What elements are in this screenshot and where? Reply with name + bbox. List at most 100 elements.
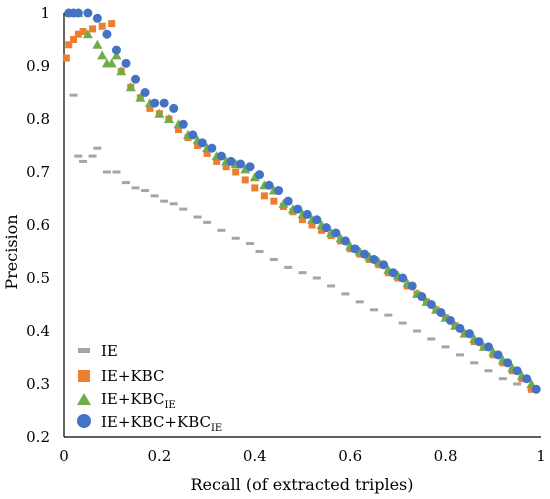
data-point bbox=[379, 260, 389, 270]
data-point bbox=[102, 29, 112, 39]
data-point bbox=[260, 192, 268, 200]
y-tick-labels: 0.2 0.3 0.4 0.5 0.6 0.7 0.8 0.9 1 bbox=[26, 4, 50, 446]
legend-marker-ie-kbc-kbc-ie bbox=[77, 414, 91, 428]
data-point bbox=[197, 138, 207, 148]
legend-item-ie-kbc: IE+KBC bbox=[78, 367, 164, 385]
data-point bbox=[116, 66, 127, 76]
y-tick-label: 0.6 bbox=[26, 216, 50, 234]
x-tick-labels: 0 0.2 0.4 0.6 0.8 1 bbox=[59, 447, 546, 465]
data-point bbox=[150, 98, 160, 108]
data-point bbox=[79, 159, 88, 163]
x-tick-label: 0 bbox=[59, 447, 69, 465]
data-point bbox=[407, 281, 417, 291]
data-point bbox=[146, 104, 154, 112]
y-tick-label: 1 bbox=[40, 4, 50, 22]
data-point bbox=[106, 58, 117, 68]
data-point bbox=[135, 92, 146, 102]
data-point bbox=[426, 300, 436, 309]
data-point bbox=[111, 50, 122, 60]
y-tick-label: 0.9 bbox=[26, 57, 50, 75]
data-point bbox=[179, 207, 188, 211]
data-point bbox=[417, 292, 427, 302]
legend-label-ie: IE bbox=[101, 342, 118, 360]
data-point bbox=[327, 284, 336, 288]
data-point bbox=[302, 209, 312, 219]
data-point bbox=[217, 228, 226, 232]
y-tick-label: 0.4 bbox=[26, 322, 50, 340]
data-point bbox=[441, 345, 450, 349]
data-point bbox=[251, 184, 259, 192]
x-tick-label: 0.4 bbox=[243, 447, 267, 465]
data-point bbox=[412, 329, 421, 333]
legend-item-ie-kbc-kbc-ie: IE+KBC+KBCIE bbox=[77, 413, 222, 434]
series-circle bbox=[64, 8, 541, 394]
data-point bbox=[474, 337, 484, 347]
data-point bbox=[232, 168, 240, 176]
data-point bbox=[284, 265, 293, 269]
data-point bbox=[131, 74, 141, 84]
data-point bbox=[350, 244, 360, 254]
data-point bbox=[522, 374, 532, 384]
data-point bbox=[125, 82, 136, 92]
data-point bbox=[321, 223, 331, 233]
data-point bbox=[213, 157, 221, 165]
data-point bbox=[527, 385, 535, 393]
y-tick-label: 0.3 bbox=[26, 375, 50, 393]
legend-marker-ie-kbc bbox=[78, 370, 90, 382]
data-point bbox=[312, 215, 322, 225]
data-point bbox=[188, 130, 198, 140]
data-point bbox=[436, 307, 446, 317]
data-point bbox=[355, 300, 364, 304]
legend-marker-ie bbox=[78, 348, 90, 353]
data-point bbox=[93, 146, 102, 150]
data-point bbox=[298, 271, 307, 275]
data-point bbox=[203, 149, 211, 157]
data-point bbox=[150, 194, 159, 198]
data-point bbox=[340, 236, 350, 246]
data-point bbox=[102, 170, 111, 174]
data-point bbox=[493, 350, 503, 360]
data-point bbox=[455, 323, 465, 333]
data-point bbox=[92, 39, 103, 49]
data-point bbox=[484, 369, 493, 373]
data-point bbox=[112, 170, 121, 174]
y-tick-label: 0.8 bbox=[26, 110, 50, 128]
data-point bbox=[384, 313, 393, 317]
data-point bbox=[79, 28, 87, 36]
data-point bbox=[299, 216, 306, 224]
x-tick-label: 0.8 bbox=[434, 447, 458, 465]
data-point bbox=[203, 220, 212, 224]
data-point bbox=[65, 41, 73, 49]
data-point bbox=[245, 162, 255, 172]
x-tick-label: 1 bbox=[536, 447, 546, 465]
y-tick-label: 0.7 bbox=[26, 163, 50, 181]
data-point bbox=[74, 154, 83, 158]
data-point bbox=[89, 25, 97, 33]
data-point bbox=[255, 170, 265, 180]
data-point bbox=[360, 249, 370, 259]
legend-label-ie-kbc-kbc-ie: IE+KBC+KBCIE bbox=[101, 413, 222, 434]
data-point bbox=[97, 50, 108, 60]
data-point bbox=[470, 361, 479, 365]
data-point bbox=[464, 329, 474, 339]
x-axis-label: Recall (of extracted triples) bbox=[191, 475, 414, 494]
data-point bbox=[122, 181, 131, 185]
data-point bbox=[484, 342, 494, 352]
data-point bbox=[231, 236, 240, 240]
data-point bbox=[388, 268, 398, 278]
data-point bbox=[160, 199, 169, 203]
data-point bbox=[141, 189, 150, 193]
data-point bbox=[512, 366, 522, 376]
data-point bbox=[235, 159, 245, 169]
y-axis-label: Precision bbox=[2, 214, 21, 289]
data-point bbox=[73, 8, 83, 18]
data-point bbox=[163, 114, 174, 123]
data-point bbox=[269, 257, 278, 261]
data-point bbox=[370, 308, 379, 312]
data-point bbox=[69, 93, 78, 97]
data-point bbox=[270, 197, 278, 205]
data-point bbox=[92, 13, 102, 23]
data-point bbox=[159, 98, 169, 108]
x-tick-label: 0.2 bbox=[147, 447, 171, 465]
